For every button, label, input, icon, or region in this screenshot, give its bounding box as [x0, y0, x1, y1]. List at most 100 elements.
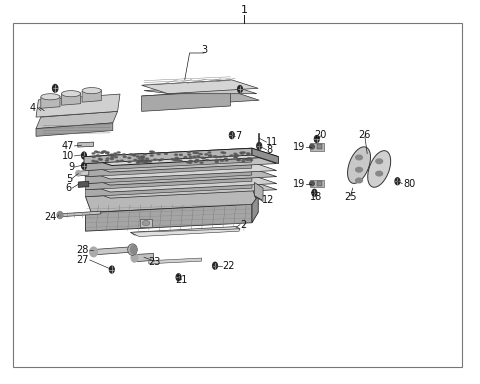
Ellipse shape [130, 154, 132, 155]
Ellipse shape [257, 142, 262, 149]
Ellipse shape [190, 161, 192, 162]
Ellipse shape [206, 159, 209, 161]
Text: 9: 9 [68, 162, 74, 172]
Ellipse shape [57, 212, 63, 218]
Ellipse shape [237, 159, 240, 161]
Bar [13, 23, 462, 367]
Ellipse shape [154, 159, 156, 160]
Polygon shape [85, 175, 252, 190]
Ellipse shape [201, 157, 204, 158]
Ellipse shape [110, 158, 113, 159]
Polygon shape [82, 90, 101, 102]
Ellipse shape [92, 161, 95, 162]
Ellipse shape [368, 151, 391, 187]
Text: 28: 28 [76, 245, 89, 255]
Polygon shape [61, 93, 81, 105]
Ellipse shape [200, 162, 203, 163]
Ellipse shape [213, 262, 217, 269]
Ellipse shape [165, 153, 168, 154]
Ellipse shape [247, 153, 250, 154]
Ellipse shape [314, 136, 319, 142]
Text: 25: 25 [344, 192, 357, 202]
Text: 21: 21 [175, 275, 188, 285]
Polygon shape [252, 196, 258, 223]
Polygon shape [85, 188, 258, 212]
Ellipse shape [136, 156, 139, 157]
Text: 27: 27 [76, 255, 89, 265]
Ellipse shape [243, 159, 246, 160]
Text: 2: 2 [240, 220, 246, 230]
Polygon shape [142, 80, 258, 94]
Ellipse shape [142, 156, 144, 157]
Ellipse shape [237, 159, 240, 161]
Ellipse shape [149, 161, 152, 162]
Ellipse shape [184, 157, 187, 158]
Ellipse shape [128, 244, 137, 255]
Polygon shape [85, 162, 276, 179]
Ellipse shape [53, 84, 58, 92]
Text: 12: 12 [262, 195, 274, 205]
Ellipse shape [235, 156, 238, 157]
Ellipse shape [114, 153, 117, 154]
Bar [310, 143, 324, 151]
Ellipse shape [82, 88, 101, 94]
Ellipse shape [236, 155, 239, 156]
Ellipse shape [229, 132, 234, 139]
Ellipse shape [128, 157, 131, 159]
Polygon shape [85, 168, 252, 184]
Ellipse shape [143, 160, 145, 161]
Text: 19: 19 [292, 179, 305, 189]
Ellipse shape [150, 155, 153, 156]
Ellipse shape [219, 156, 222, 157]
Ellipse shape [199, 154, 202, 155]
Text: 10: 10 [62, 151, 74, 161]
Polygon shape [36, 94, 120, 117]
Ellipse shape [234, 153, 237, 154]
Ellipse shape [312, 189, 317, 196]
Ellipse shape [220, 160, 223, 161]
Ellipse shape [197, 156, 200, 157]
Ellipse shape [151, 151, 154, 152]
Text: 20: 20 [314, 130, 327, 140]
Ellipse shape [146, 158, 149, 159]
Ellipse shape [117, 152, 120, 153]
Ellipse shape [238, 86, 242, 93]
Polygon shape [36, 123, 113, 136]
Text: 4: 4 [30, 103, 36, 113]
Text: 24: 24 [44, 212, 57, 222]
Polygon shape [85, 155, 252, 170]
Text: 3: 3 [201, 45, 207, 55]
Ellipse shape [131, 245, 136, 254]
Ellipse shape [108, 155, 110, 156]
Polygon shape [133, 253, 154, 262]
Ellipse shape [223, 156, 226, 157]
Ellipse shape [214, 156, 216, 157]
Polygon shape [36, 111, 118, 129]
Ellipse shape [110, 154, 113, 155]
Polygon shape [85, 181, 277, 198]
Text: 1: 1 [240, 5, 247, 15]
Polygon shape [84, 148, 252, 164]
Ellipse shape [242, 161, 245, 162]
Ellipse shape [193, 156, 196, 157]
Ellipse shape [221, 152, 224, 153]
Ellipse shape [376, 159, 383, 164]
Text: 23: 23 [148, 257, 161, 267]
Ellipse shape [61, 91, 81, 97]
Ellipse shape [102, 151, 105, 152]
Polygon shape [59, 211, 101, 217]
Text: 11: 11 [266, 137, 279, 147]
Ellipse shape [111, 157, 114, 158]
Ellipse shape [41, 94, 60, 100]
Ellipse shape [131, 253, 138, 262]
Bar [310, 180, 324, 187]
Ellipse shape [376, 171, 383, 176]
Ellipse shape [82, 152, 86, 159]
Ellipse shape [242, 152, 245, 153]
Polygon shape [85, 204, 252, 231]
Polygon shape [85, 175, 277, 192]
Ellipse shape [215, 161, 218, 162]
Ellipse shape [146, 161, 149, 162]
Ellipse shape [250, 159, 252, 161]
Ellipse shape [141, 159, 144, 160]
